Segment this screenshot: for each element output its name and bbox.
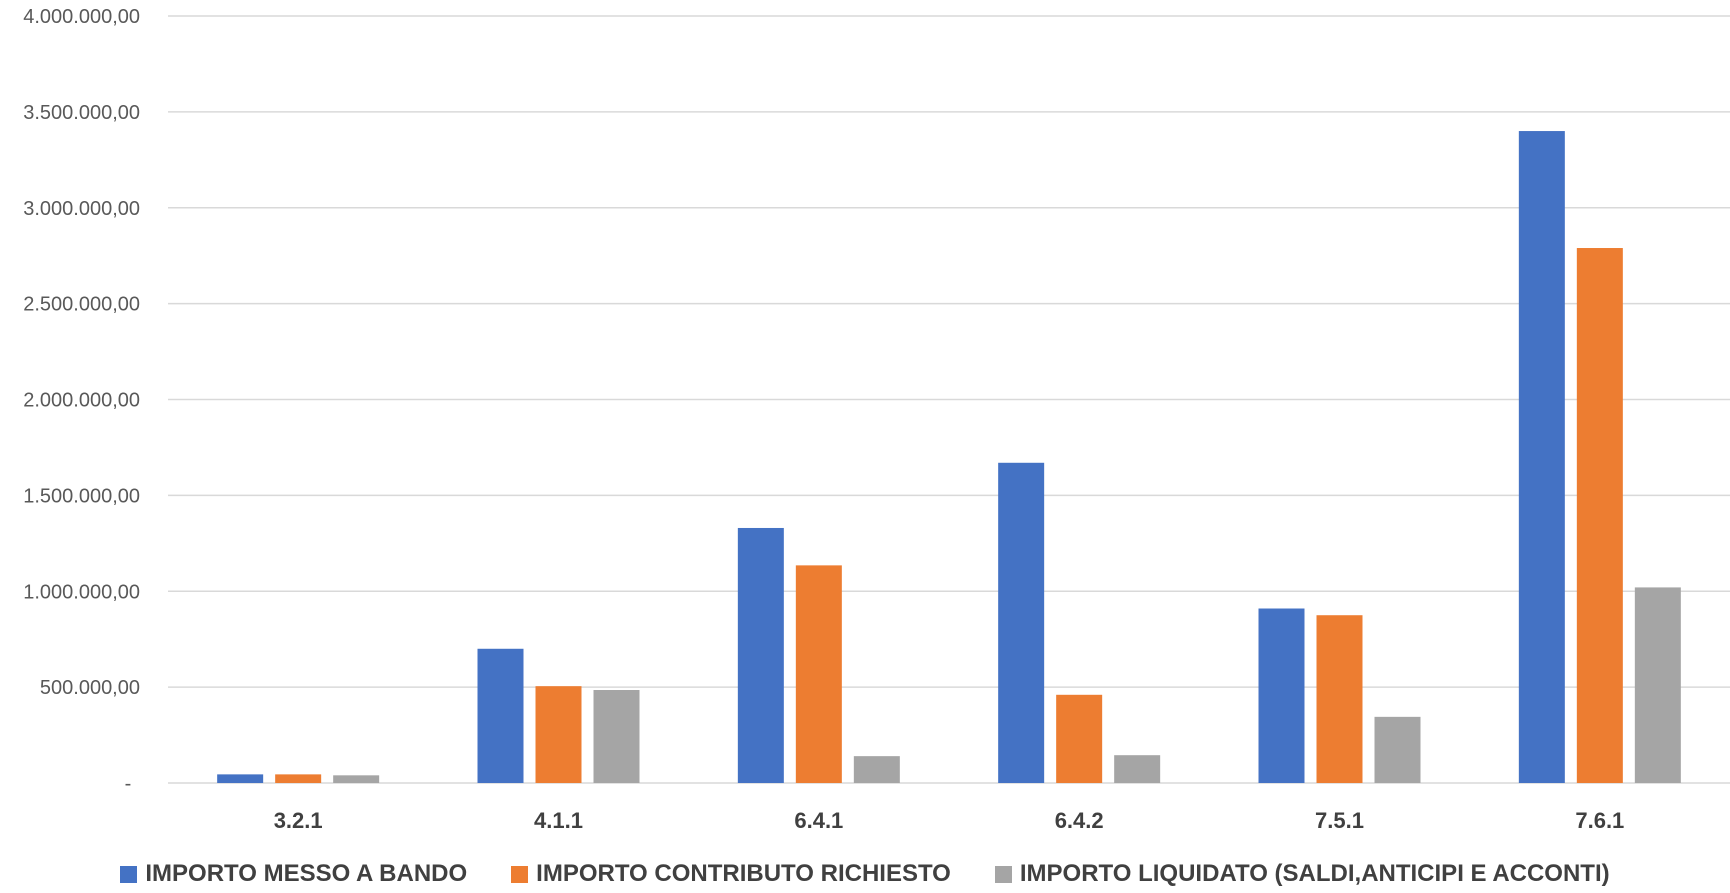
legend-label: IMPORTO MESSO A BANDO [145,860,468,887]
bar-7-6-1-series-1 [1518,131,1565,784]
bar-7-5-1-series-1 [1258,608,1305,783]
gridlines [168,15,1730,784]
y-tick-label: 3.500.000,00 [23,102,140,124]
legend-item-importo-liquidato: IMPORTO LIQUIDATO (SALDI,ANTICIPI E ACCO… [994,860,1610,888]
x-tick-label: 3.2.1 [274,808,323,833]
bar-4-1-1-series-3 [593,690,640,783]
bar-3-2-1-series-2 [275,774,322,783]
legend-swatch-blue [120,865,138,883]
x-axis-ticks: 3.2.1 4.1.1 6.4.1 6.4.2 7.5.1 7.6.1 [274,808,1625,833]
bar-6-4-2-series-1 [998,462,1045,783]
y-tick-label: - [125,773,132,795]
bars [217,131,1681,784]
y-tick-label: 2.000.000,00 [23,390,140,412]
legend-swatch-orange [511,865,529,883]
bar-6-4-1-series-1 [737,527,784,783]
y-tick-label: 1.500.000,00 [23,485,140,507]
bar-3-2-1-series-1 [217,774,264,783]
x-tick-label: 4.1.1 [534,808,583,833]
bar-6-4-1-series-2 [795,565,842,783]
bar-4-1-1-series-1 [477,648,524,783]
x-tick-label: 7.6.1 [1575,808,1624,833]
legend-item-importo-messo-a-bando: IMPORTO MESSO A BANDO [120,860,467,888]
x-tick-label: 6.4.2 [1055,808,1104,833]
bar-6-4-2-series-2 [1056,694,1103,783]
y-tick-label: 500.000,00 [40,677,140,699]
y-tick-label: 2.500.000,00 [23,294,140,316]
bar-6-4-1-series-3 [853,756,900,783]
legend-label: IMPORTO CONTRIBUTO RICHIESTO [536,860,951,887]
bar-4-1-1-series-2 [535,686,582,783]
y-tick-label: 3.000.000,00 [23,198,140,220]
bar-6-4-2-series-3 [1114,755,1161,783]
legend-label: IMPORTO LIQUIDATO (SALDI,ANTICIPI E ACCO… [1019,860,1610,887]
bar-chart: - 500.000,00 1.000.000,00 1.500.000,00 2.000… [23,6,1730,833]
x-tick-label: 7.5.1 [1315,808,1364,833]
legend-item-importo-contributo-richiesto: IMPORTO CONTRIBUTO RICHIESTO [511,860,951,888]
x-tick-label: 6.4.1 [794,808,843,833]
bar-7-5-1-series-3 [1374,716,1421,783]
legend: IMPORTO MESSO A BANDO IMPORTO CONTRIBUTO… [0,860,1730,888]
legend-swatch-gray [994,865,1012,883]
bar-7-6-1-series-3 [1634,587,1681,783]
bar-3-2-1-series-3 [333,775,380,783]
y-axis-ticks: - 500.000,00 1.000.000,00 1.500.000,00 2.000… [23,6,140,795]
bar-7-6-1-series-2 [1576,248,1623,783]
bar-7-5-1-series-2 [1316,615,1363,783]
y-tick-label: 4.000.000,00 [23,6,140,28]
y-tick-label: 1.000.000,00 [23,581,140,603]
